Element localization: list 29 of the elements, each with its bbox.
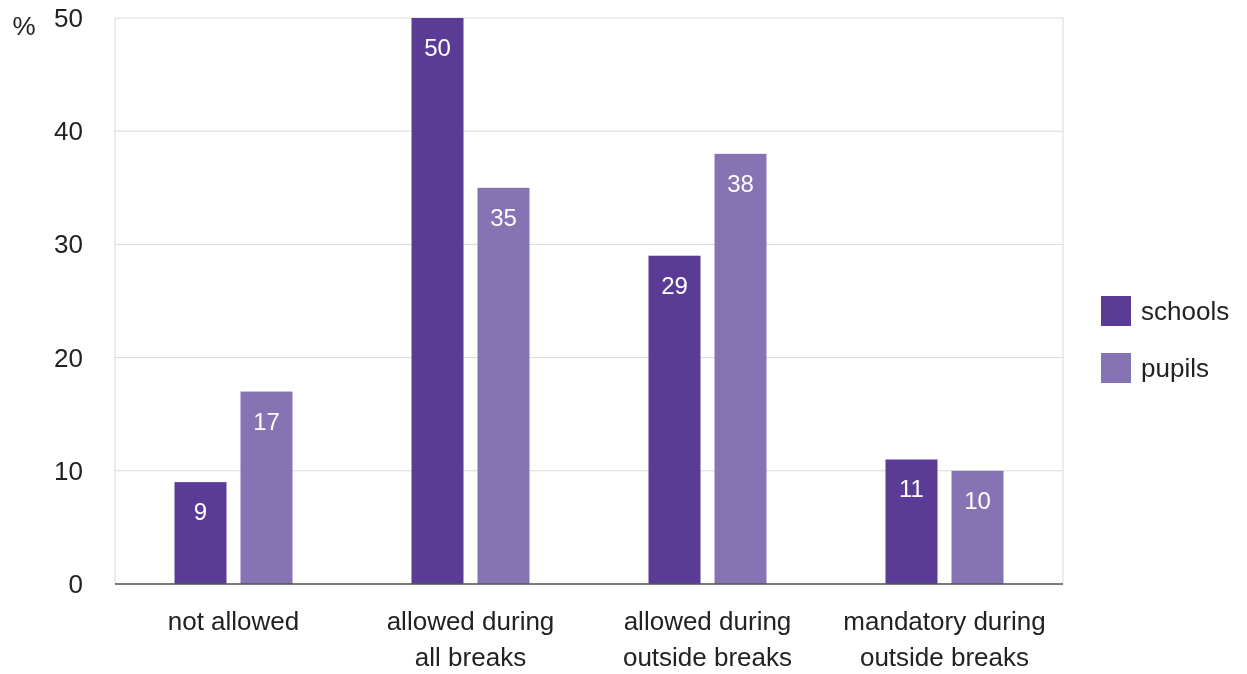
data-label: 50: [424, 34, 451, 61]
bar: [411, 18, 464, 584]
bar: [714, 153, 767, 584]
y-tick-label: 30: [54, 229, 83, 260]
x-tick-label: allowed during outside breaks: [622, 606, 793, 672]
y-tick-label: 10: [54, 455, 83, 486]
x-tick-label: not allowed: [167, 606, 300, 636]
bar: [885, 459, 938, 584]
x-tick-label: mandatory during outside breaks: [843, 606, 1046, 672]
y-tick-label: 20: [54, 342, 83, 373]
legend-label: schools: [1141, 296, 1230, 326]
bar: [648, 255, 701, 584]
data-label: 38: [727, 169, 754, 197]
data-label: 29: [661, 271, 688, 299]
y-tick-label: 40: [54, 116, 83, 147]
bar: [477, 187, 530, 584]
data-label: 9: [193, 498, 208, 526]
y-tick-label: 0: [68, 569, 83, 599]
bar: [951, 470, 1004, 584]
data-label: 10: [964, 486, 991, 514]
data-label: 35: [490, 203, 517, 231]
data-label: 17: [253, 407, 280, 435]
legend-label: pupils: [1141, 353, 1209, 383]
x-tick-label: allowed during all breaks: [386, 606, 555, 672]
data-label: 11: [899, 475, 924, 503]
bar: [174, 482, 227, 584]
bar: [240, 391, 293, 584]
y-axis-title: %: [12, 11, 36, 41]
y-tick-label: 50: [54, 3, 83, 33]
